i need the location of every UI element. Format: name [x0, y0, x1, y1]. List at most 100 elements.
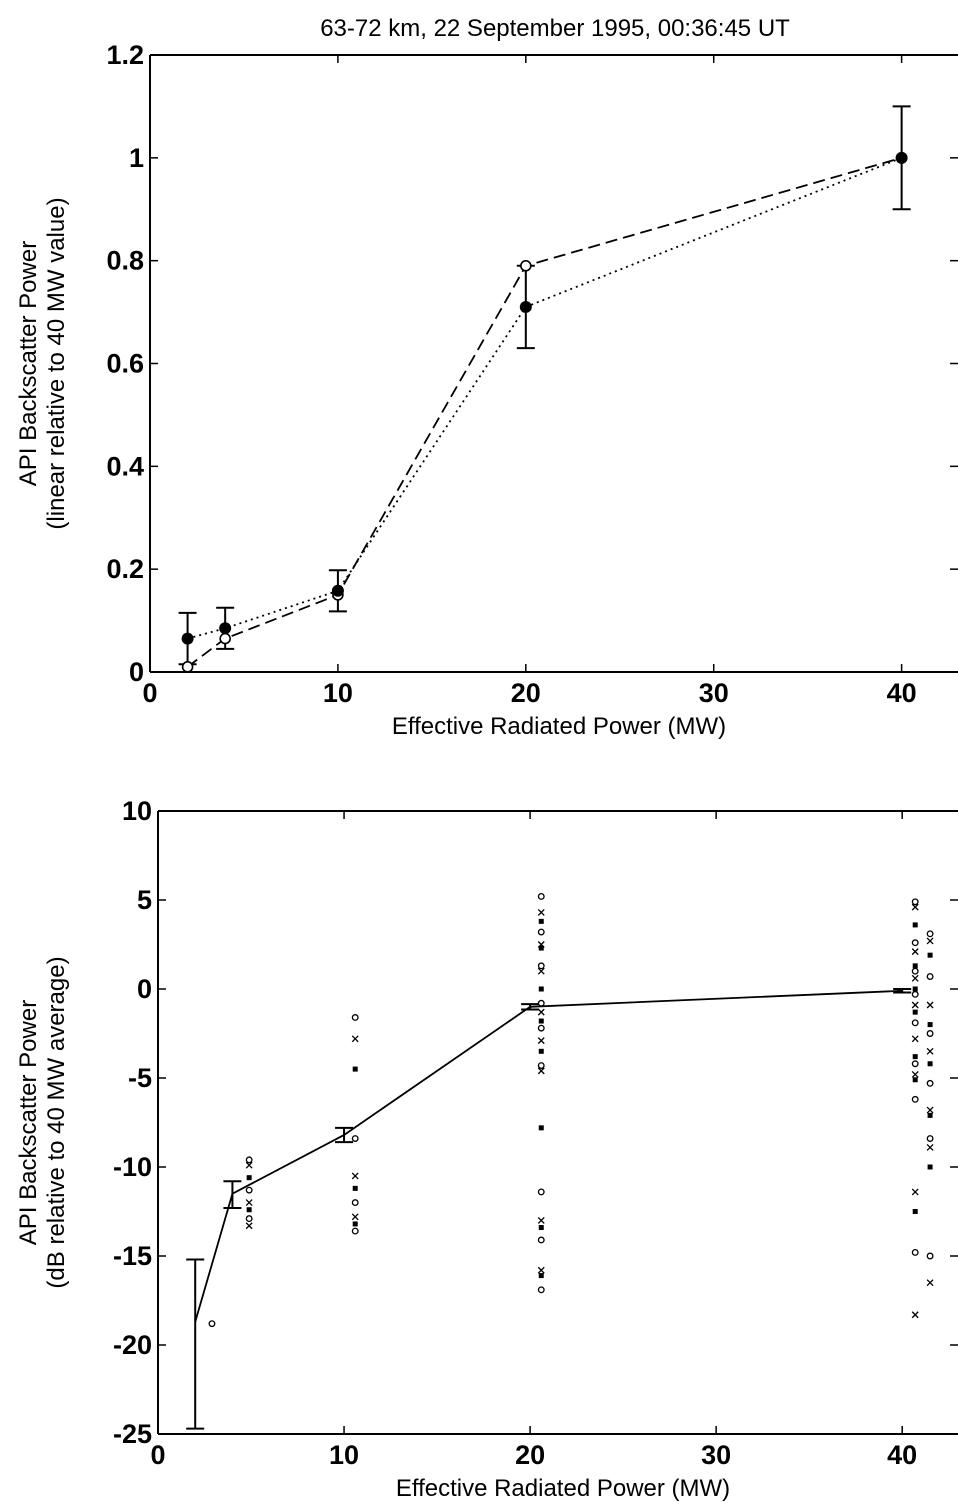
- sample-point: [926, 1143, 934, 1151]
- sample-point: [352, 1221, 358, 1227]
- sample-point: [911, 1188, 919, 1196]
- sample-point: [351, 1172, 359, 1180]
- sample-point: [538, 1225, 544, 1231]
- filled-circle-point: [519, 300, 532, 313]
- sample-point: [245, 1222, 253, 1230]
- sample-point: [537, 999, 545, 1007]
- y-tick-label: -5: [128, 1063, 152, 1093]
- x-tick-label: 10: [323, 678, 353, 708]
- x-tick-label: 40: [887, 678, 917, 708]
- sample-point: [911, 903, 919, 911]
- y-axis-label-line2: (linear relative to 40 MW value): [43, 197, 70, 529]
- sample-point: [351, 1135, 359, 1142]
- y-axis-label-line1: API Backscatter Power: [15, 241, 42, 486]
- y-tick-label: 0.8: [106, 246, 144, 276]
- sample-point: [926, 1001, 934, 1009]
- y-tick-label: 0: [129, 657, 144, 687]
- sample-point: [246, 1175, 252, 1181]
- sample-point: [911, 1019, 919, 1027]
- sample-point: [538, 945, 544, 951]
- x-tick-label: 10: [329, 1440, 359, 1470]
- sample-point: [926, 1047, 934, 1055]
- sample-point: [352, 1066, 358, 1072]
- filled-circle-point: [331, 584, 344, 597]
- sample-point: [352, 1185, 358, 1191]
- x-tick-label: 30: [699, 678, 729, 708]
- x-tick-label: 20: [515, 1440, 545, 1470]
- sample-point: [912, 986, 918, 992]
- y-tick-label: -20: [113, 1330, 152, 1360]
- sample-point: [245, 1215, 253, 1223]
- sample-point: [911, 898, 919, 906]
- chart-title: 63-72 km, 22 September 1995, 00:36:45 UT: [320, 15, 790, 42]
- sample-point: [911, 1311, 919, 1319]
- sample-point: [912, 1009, 918, 1015]
- sample-point: [927, 1022, 933, 1028]
- db-power-panel: 0 10 20 30 40 -25 -20 -15 -10 -5 0 5 10 Effective Rad…: [15, 796, 958, 1502]
- sample-point: [246, 1207, 252, 1213]
- sample-point: [245, 1161, 253, 1169]
- sample-point: [538, 1273, 544, 1279]
- sample-point: [537, 1008, 545, 1016]
- y-tick-label: 0: [137, 974, 152, 1004]
- sample-point: [351, 1035, 359, 1043]
- sample-point: [537, 962, 545, 970]
- sample-point: [912, 1209, 918, 1214]
- x-axis-label: Effective Radiated Power (MW): [392, 713, 726, 740]
- open-circle-point: [181, 661, 194, 673]
- sample-point: [926, 1106, 934, 1114]
- sample-point: [538, 1018, 544, 1024]
- sample-point: [245, 1199, 253, 1207]
- sample-point: [351, 1014, 359, 1021]
- sample-point: [538, 986, 544, 992]
- open-circle-point: [520, 260, 532, 272]
- sample-point: [911, 974, 919, 982]
- sample-point: [245, 1156, 253, 1164]
- sample-point: [926, 1252, 934, 1260]
- sample-point: [537, 909, 545, 916]
- sample-point: [208, 1320, 216, 1328]
- sample-point: [245, 1186, 253, 1194]
- sample-point: [926, 973, 934, 980]
- sample-point: [911, 1095, 919, 1103]
- sample-point: [911, 1001, 919, 1009]
- sample-point: [538, 918, 544, 924]
- sample-point: [537, 1037, 545, 1045]
- sample-point: [912, 922, 918, 928]
- sample-point: [537, 1266, 545, 1274]
- sample-point: [537, 928, 545, 936]
- sample-point: [926, 1030, 934, 1037]
- sample-point: [537, 1067, 545, 1075]
- sample-point: [926, 937, 934, 945]
- sample-point: [927, 1164, 933, 1170]
- y-tick-label: 5: [137, 885, 152, 915]
- sample-point: [537, 892, 545, 900]
- sample-point: [537, 1286, 545, 1294]
- sample-point: [912, 1077, 918, 1083]
- y-axis-label-line1: API Backscatter Power: [15, 1000, 42, 1245]
- sample-point: [912, 963, 918, 969]
- y-axis-label-line2: (dB relative to 40 MW average): [43, 956, 70, 1288]
- sample-point: [537, 1216, 545, 1224]
- y-tick-label: 10: [122, 796, 152, 826]
- sample-point: [537, 1062, 545, 1069]
- filled-circle-point: [895, 151, 908, 164]
- sample-point: [911, 948, 919, 956]
- x-tick-label: 30: [701, 1440, 731, 1470]
- sample-point: [911, 1060, 919, 1068]
- y-tick-label: 0.6: [106, 349, 144, 379]
- y-tick-label: 0.4: [106, 451, 144, 481]
- sample-point: [537, 967, 545, 975]
- sample-point: [927, 1061, 933, 1067]
- y-tick-label: -15: [113, 1241, 152, 1271]
- sample-point: [911, 1070, 919, 1078]
- sample-point: [537, 1236, 545, 1244]
- x-axis-label: Effective Radiated Power (MW): [396, 1475, 730, 1502]
- sample-point: [351, 1227, 359, 1235]
- sample-point: [911, 1035, 919, 1043]
- sample-point: [927, 1112, 933, 1118]
- sample-point: [538, 1048, 544, 1054]
- sample-point: [537, 1188, 545, 1196]
- sample-point: [538, 1125, 544, 1131]
- y-tick-label: -25: [113, 1419, 152, 1449]
